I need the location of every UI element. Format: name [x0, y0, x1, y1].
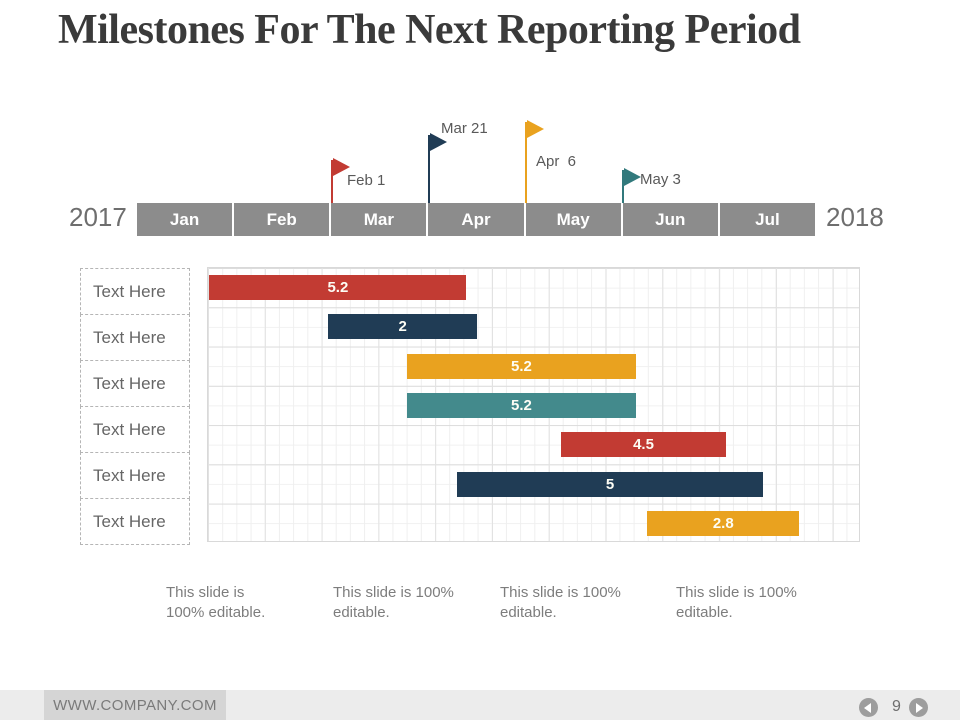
timeline-month-jul: Jul [755, 209, 780, 229]
gantt-bar: 5.2 [407, 392, 636, 418]
gantt-bar: 4.5 [560, 432, 727, 458]
previous-page-button[interactable] [859, 698, 878, 717]
milestone-flag-icon [430, 133, 447, 151]
timeline-month-mar: Mar [331, 203, 429, 236]
milestone-flag-icon [527, 120, 544, 138]
gantt-bar: 5.2 [209, 275, 467, 301]
gantt-row-label: Text Here [80, 314, 190, 361]
milestone-date-label: Feb 1 [347, 172, 386, 189]
timeline-month-may: May [526, 203, 623, 236]
timeline-year-end: 2018 [826, 202, 884, 232]
timeline-month-jan: Jan [137, 203, 235, 236]
gantt-bar: 2 [328, 314, 477, 340]
page-number: 9 [892, 698, 901, 715]
milestone-flag-icon [333, 158, 350, 176]
gantt-chart-area: 5.2 2 5.2 5.2 4.5 5 2.8 [207, 267, 860, 542]
milestone-date-label: May 3 [640, 171, 681, 188]
editable-note: This slide is 100% editable. [166, 584, 266, 621]
timeline-month-jun: Jun [623, 203, 720, 236]
milestone-date-label: Mar 21 [441, 120, 488, 137]
next-page-button[interactable] [909, 698, 928, 717]
timeline-month-bar: Jan Feb Mar Apr May Jun Jul [137, 203, 815, 236]
gantt-row-label: Text Here [80, 360, 190, 407]
company-website: WWW.COMPANY.COM [44, 690, 226, 720]
gantt-bar: 2.8 [647, 510, 800, 536]
timeline-year-start: 2017 [69, 202, 127, 232]
milestone-flag-pole [622, 170, 624, 203]
arrow-right-icon [916, 702, 923, 713]
timeline-month-apr: Apr [428, 203, 526, 236]
gantt-row-label: Text Here [80, 452, 190, 499]
page-title: Milestones For The Next Reporting Period [58, 7, 801, 53]
milestone-flag-icon [624, 168, 641, 186]
gantt-row-label: Text Here [80, 498, 190, 545]
gantt-row-label: Text Here [80, 406, 190, 453]
milestone-flag-pole [331, 160, 333, 203]
timeline-month-feb: Feb [234, 203, 332, 236]
editable-note: This slide is 100% editable. [333, 584, 454, 621]
milestone-flag-pole [428, 135, 430, 203]
gantt-row-label: Text Here [80, 268, 190, 315]
gantt-row-labels: Text Here Text Here Text Here Text Here Text… [80, 268, 190, 545]
arrow-left-icon [864, 702, 871, 713]
gantt-bar: 5.2 [407, 353, 636, 379]
gantt-bar: 5 [457, 471, 763, 497]
editable-note: This slide is 100% editable. [500, 584, 621, 621]
milestone-flag-pole [525, 122, 527, 203]
milestone-date-label: Apr 6 [536, 153, 577, 170]
editable-note: This slide is 100% editable. [676, 584, 797, 621]
